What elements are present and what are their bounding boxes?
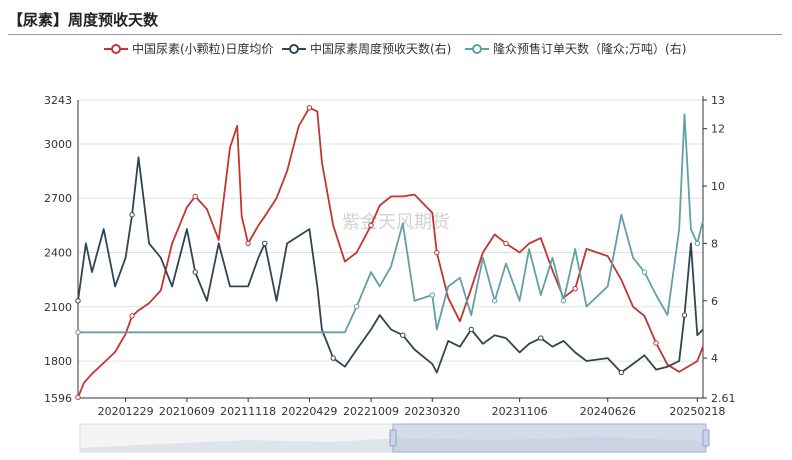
series-lines — [75, 105, 704, 400]
legend-item-price[interactable]: 中国尿素(小颗粒)日度均价 — [104, 40, 273, 57]
legend-item-days[interactable]: 中国尿素周度预收天数(右) — [282, 40, 451, 57]
x-tick-label: 20231106 — [492, 405, 548, 418]
series-line-0[interactable] — [77, 106, 704, 398]
y-right-tick-label: 4 — [711, 352, 718, 365]
data-point[interactable] — [641, 269, 648, 275]
title-divider — [8, 34, 782, 35]
data-point[interactable] — [491, 298, 498, 304]
data-point[interactable] — [468, 326, 474, 333]
data-point[interactable] — [368, 222, 374, 229]
data-point[interactable] — [129, 313, 135, 319]
data-point[interactable] — [75, 329, 81, 336]
legend-marker-days-icon — [282, 43, 306, 54]
data-point[interactable] — [681, 312, 688, 318]
legend-label-price: 中国尿素(小颗粒)日度均价 — [132, 42, 274, 56]
data-point[interactable] — [434, 249, 440, 256]
data-point[interactable] — [192, 193, 198, 200]
y-right-tick-label: 6 — [711, 295, 718, 308]
y-left-tick-label: 2700 — [44, 192, 72, 205]
data-point[interactable] — [538, 335, 544, 341]
legend-item-orders[interactable]: 隆众预售订单天数（隆众;万吨）(右) — [465, 40, 686, 57]
x-tick-label: 20201229 — [98, 405, 154, 418]
y-right-tick-label: 13 — [711, 94, 725, 107]
data-point[interactable] — [330, 355, 336, 361]
page-title: 【尿素】周度预收天数 — [8, 11, 159, 29]
data-point[interactable] — [262, 240, 268, 247]
y-left-tick-label: 1596 — [44, 392, 72, 405]
legend-label-days: 中国尿素周度预收天数(右) — [310, 42, 452, 56]
data-point[interactable] — [400, 332, 406, 338]
chart-legend: 中国尿素(小颗粒)日度均价 中国尿素周度预收天数(右) 隆众预售订单天数（隆众;… — [0, 40, 792, 60]
x-tick-label: 20230320 — [404, 405, 460, 418]
y-axis-left: 1596 1800 2100 2400 2700 3000 3243 — [44, 94, 79, 405]
data-point[interactable] — [306, 105, 313, 111]
legend-marker-orders-icon — [465, 43, 489, 54]
x-tick-label: 20221009 — [343, 405, 399, 418]
x-tick-label: 20210609 — [159, 405, 215, 418]
chart-grid — [78, 99, 703, 399]
y-axis-right: 2.61 4 6 8 10 12 13 — [702, 94, 736, 405]
y-right-tick-label: 8 — [711, 237, 718, 250]
data-point[interactable] — [353, 303, 360, 310]
y-left-tick-label: 2100 — [44, 301, 72, 314]
data-point[interactable] — [192, 269, 198, 275]
legend-marker-price-icon — [104, 43, 128, 54]
data-point[interactable] — [503, 240, 509, 247]
data-point[interactable] — [618, 369, 625, 376]
data-zoom-slider[interactable] — [79, 423, 710, 453]
zoom-handle-right[interactable] — [702, 429, 710, 447]
series-line-2[interactable] — [78, 113, 704, 334]
y-right-tick-label: 10 — [711, 180, 725, 193]
y-left-tick-label: 2400 — [44, 247, 72, 260]
zoom-handle-left[interactable] — [389, 429, 397, 447]
data-point[interactable] — [560, 298, 567, 304]
y-left-tick-label: 3000 — [44, 138, 72, 151]
y-right-tick-label: 2.61 — [711, 392, 736, 405]
zoom-window[interactable] — [392, 423, 707, 453]
data-point[interactable] — [75, 394, 81, 400]
x-tick-label: 20220429 — [281, 405, 337, 418]
y-left-tick-label: 1800 — [44, 355, 72, 368]
x-tick-label: 20211118 — [220, 405, 276, 418]
data-point[interactable] — [572, 286, 578, 292]
data-point[interactable] — [653, 340, 659, 346]
x-axis: 20201229 20210609 20211118 20220429 20221009… — [78, 397, 725, 418]
data-point[interactable] — [694, 240, 701, 247]
data-point[interactable] — [429, 292, 435, 298]
data-point[interactable] — [129, 212, 135, 218]
y-left-tick-label: 3243 — [44, 94, 72, 107]
y-right-tick-label: 12 — [711, 123, 725, 136]
legend-label-orders: 隆众预售订单天数（隆众;万吨）(右) — [493, 42, 687, 56]
data-point[interactable] — [245, 240, 251, 247]
series-line-1[interactable] — [77, 156, 704, 374]
data-point[interactable] — [75, 298, 81, 304]
x-tick-label: 20240626 — [580, 405, 636, 418]
x-tick-label: 20250218 — [669, 405, 725, 418]
